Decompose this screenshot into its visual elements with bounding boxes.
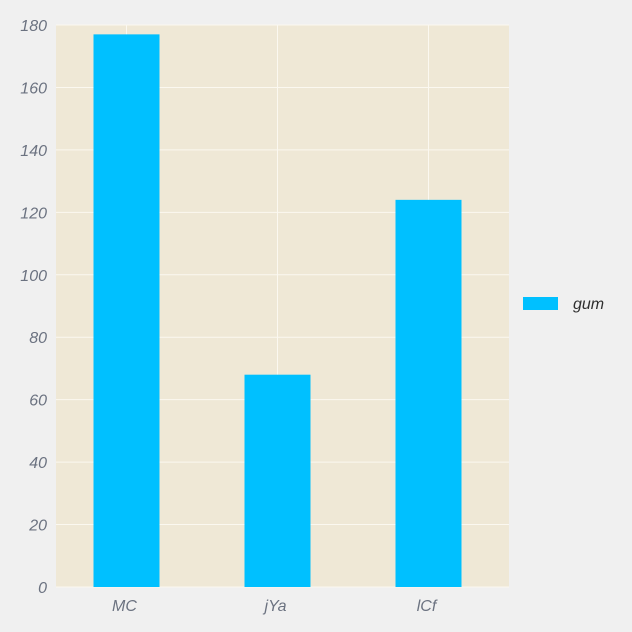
y-tick-label: 20: [28, 518, 47, 535]
y-tick-label: 80: [29, 330, 47, 347]
y-tick-label: 160: [20, 80, 47, 97]
x-tick-label: lCf: [417, 598, 438, 615]
y-tick-label: 100: [20, 268, 47, 285]
bar-jYa: [244, 374, 311, 587]
y-tick-label: 0: [38, 580, 47, 597]
y-tick-label: 180: [20, 18, 47, 35]
x-tick-label: jYa: [263, 598, 287, 615]
bar-layer: [93, 34, 462, 588]
y-tick-label: 120: [20, 205, 47, 222]
legend: gum: [523, 296, 604, 313]
bar-lCf: [395, 199, 462, 587]
x-axis: MC jYa lCf: [112, 598, 438, 615]
y-tick-label: 140: [20, 143, 47, 160]
legend-label: gum: [573, 296, 604, 313]
legend-swatch: [523, 297, 558, 310]
y-tick-label: 40: [29, 455, 47, 472]
y-axis: 0 20 40 60 80 100 120 140 160 180: [20, 18, 47, 597]
y-tick-label: 60: [29, 393, 47, 410]
x-tick-label: MC: [112, 598, 137, 615]
bar-MC: [93, 34, 160, 588]
